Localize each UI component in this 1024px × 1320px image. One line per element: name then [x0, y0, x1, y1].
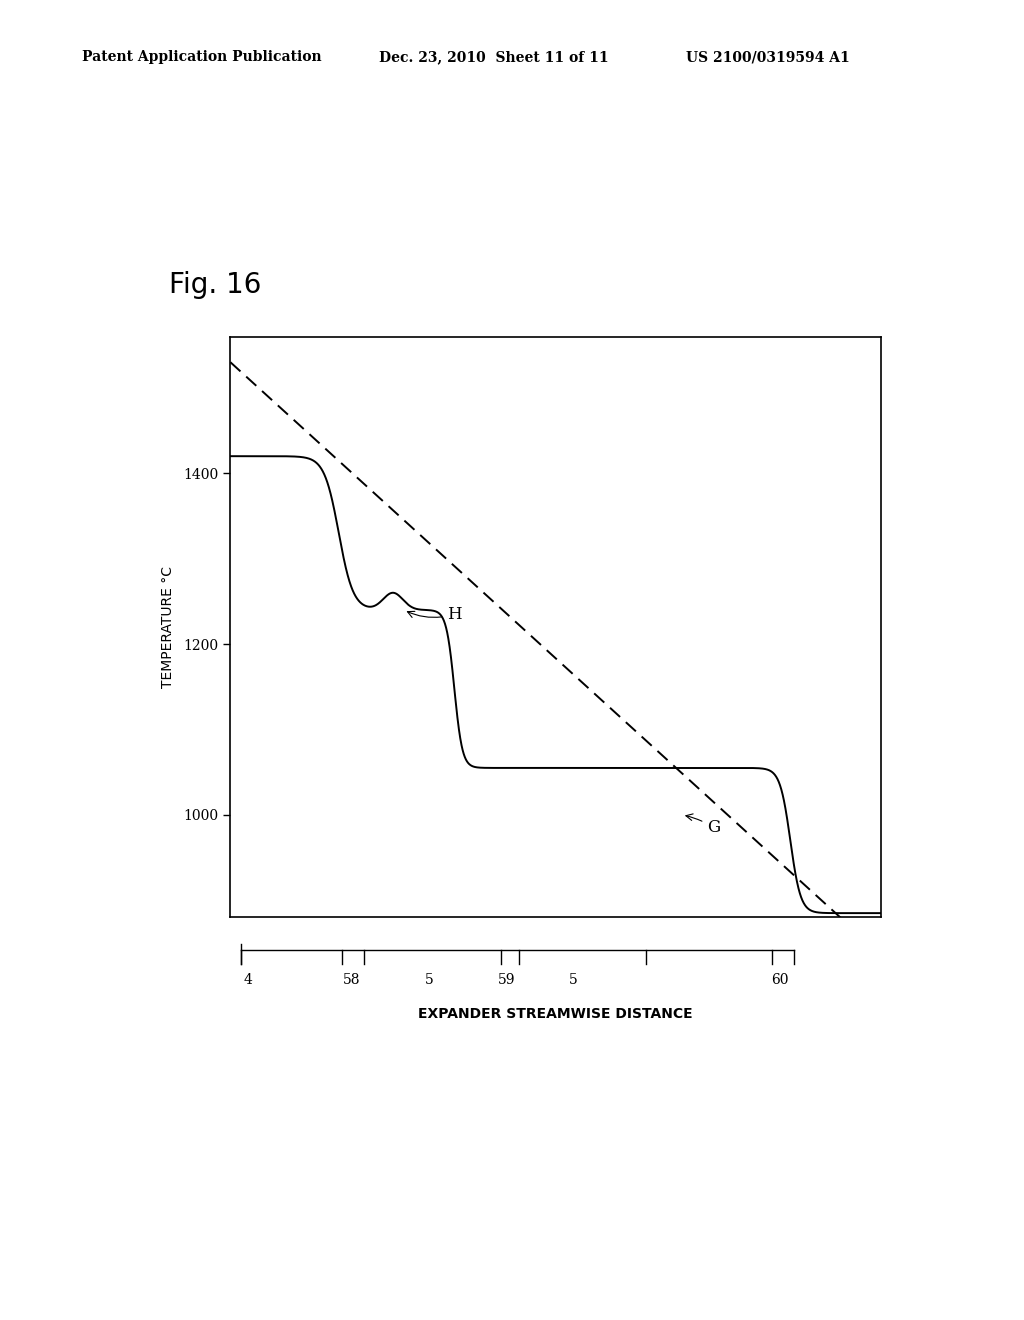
Text: 60: 60 — [771, 973, 788, 987]
Text: 59: 59 — [498, 973, 515, 987]
Text: 58: 58 — [343, 973, 360, 987]
Text: 5: 5 — [425, 973, 433, 987]
Text: EXPANDER STREAMWISE DISTANCE: EXPANDER STREAMWISE DISTANCE — [418, 1007, 693, 1022]
Text: G: G — [686, 814, 720, 836]
Text: Dec. 23, 2010  Sheet 11 of 11: Dec. 23, 2010 Sheet 11 of 11 — [379, 50, 608, 65]
Text: 4: 4 — [244, 973, 253, 987]
Text: Patent Application Publication: Patent Application Publication — [82, 50, 322, 65]
Text: US 2100/0319594 A1: US 2100/0319594 A1 — [686, 50, 850, 65]
Text: Fig. 16: Fig. 16 — [169, 271, 261, 298]
Y-axis label: TEMPERATURE °C: TEMPERATURE °C — [161, 566, 175, 688]
Text: H: H — [408, 606, 462, 623]
Text: 5: 5 — [569, 973, 578, 987]
